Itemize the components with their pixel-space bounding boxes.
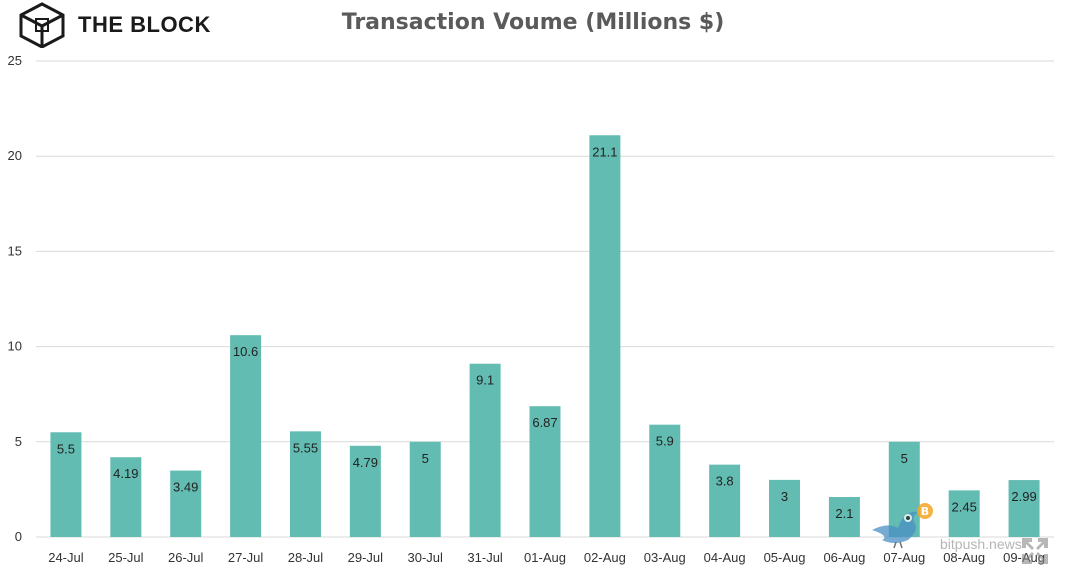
bar xyxy=(469,363,501,537)
data-label: 5.9 xyxy=(656,434,674,449)
data-label: 2.45 xyxy=(952,499,977,514)
bar xyxy=(948,490,980,537)
data-label: 3 xyxy=(781,489,788,504)
bar xyxy=(589,135,621,538)
bar xyxy=(649,424,681,537)
x-tick-label: 30-Jul xyxy=(408,550,444,565)
data-label: 6.87 xyxy=(532,415,557,430)
data-label: 4.79 xyxy=(353,455,378,470)
x-tick-label: 09-Aug xyxy=(1003,550,1045,565)
y-tick-label: 10 xyxy=(8,339,22,354)
x-tick-label: 31-Jul xyxy=(467,550,503,565)
x-tick-label: 01-Aug xyxy=(524,550,566,565)
data-label: 4.19 xyxy=(113,466,138,481)
x-tick-label: 04-Aug xyxy=(704,550,746,565)
bar xyxy=(409,441,441,537)
x-tick-label: 29-Jul xyxy=(348,550,384,565)
brand-logo: THE BLOCK xyxy=(18,2,211,48)
x-tick-label: 24-Jul xyxy=(48,550,84,565)
y-tick-label: 0 xyxy=(15,529,22,544)
x-tick-label: 06-Aug xyxy=(823,550,865,565)
y-tick-label: 20 xyxy=(8,148,22,163)
x-tick-label: 07-Aug xyxy=(883,550,925,565)
chart-title: Transaction Voume (Millions $) xyxy=(341,10,725,35)
x-tick-label: 27-Jul xyxy=(228,550,264,565)
bar xyxy=(769,479,801,537)
data-label: 9.1 xyxy=(476,373,494,388)
x-tick-label: 28-Jul xyxy=(288,550,324,565)
brand-name: THE BLOCK xyxy=(78,12,211,37)
bar xyxy=(289,431,321,537)
data-label: 5 xyxy=(901,451,908,466)
labels-layer: 0 5 10 15 20 25 5.5 24-Jul 4.19 25-Jul 3.49 26-Jul 1… xyxy=(8,53,1045,565)
x-tick-label: 02-Aug xyxy=(584,550,626,565)
data-label: 21.1 xyxy=(592,144,617,159)
bar xyxy=(50,432,82,537)
bar xyxy=(828,497,860,537)
x-tick-label: 03-Aug xyxy=(644,550,686,565)
bar xyxy=(170,470,202,537)
x-tick-label: 08-Aug xyxy=(943,550,985,565)
bar xyxy=(709,464,741,537)
data-label: 5 xyxy=(422,451,429,466)
cube-logo-icon xyxy=(19,2,65,48)
data-label: 3.49 xyxy=(173,480,198,495)
bar xyxy=(1008,480,1040,537)
data-label: 2.99 xyxy=(1011,489,1036,504)
data-label: 10.6 xyxy=(233,344,258,359)
x-tick-label: 25-Jul xyxy=(108,550,144,565)
bars-layer xyxy=(50,135,1040,538)
data-label: 5.55 xyxy=(293,440,318,455)
x-tick-label: 26-Jul xyxy=(168,550,204,565)
y-tick-label: 15 xyxy=(8,243,22,258)
y-tick-label: 25 xyxy=(8,53,22,68)
data-label: 3.8 xyxy=(716,474,734,489)
bar xyxy=(349,445,381,537)
bar xyxy=(110,457,142,537)
bar xyxy=(529,406,561,537)
y-tick-label: 5 xyxy=(15,434,22,449)
x-tick-label: 05-Aug xyxy=(764,550,806,565)
bar xyxy=(230,335,262,537)
data-label: 5.5 xyxy=(57,441,75,456)
data-label: 2.1 xyxy=(835,506,853,521)
